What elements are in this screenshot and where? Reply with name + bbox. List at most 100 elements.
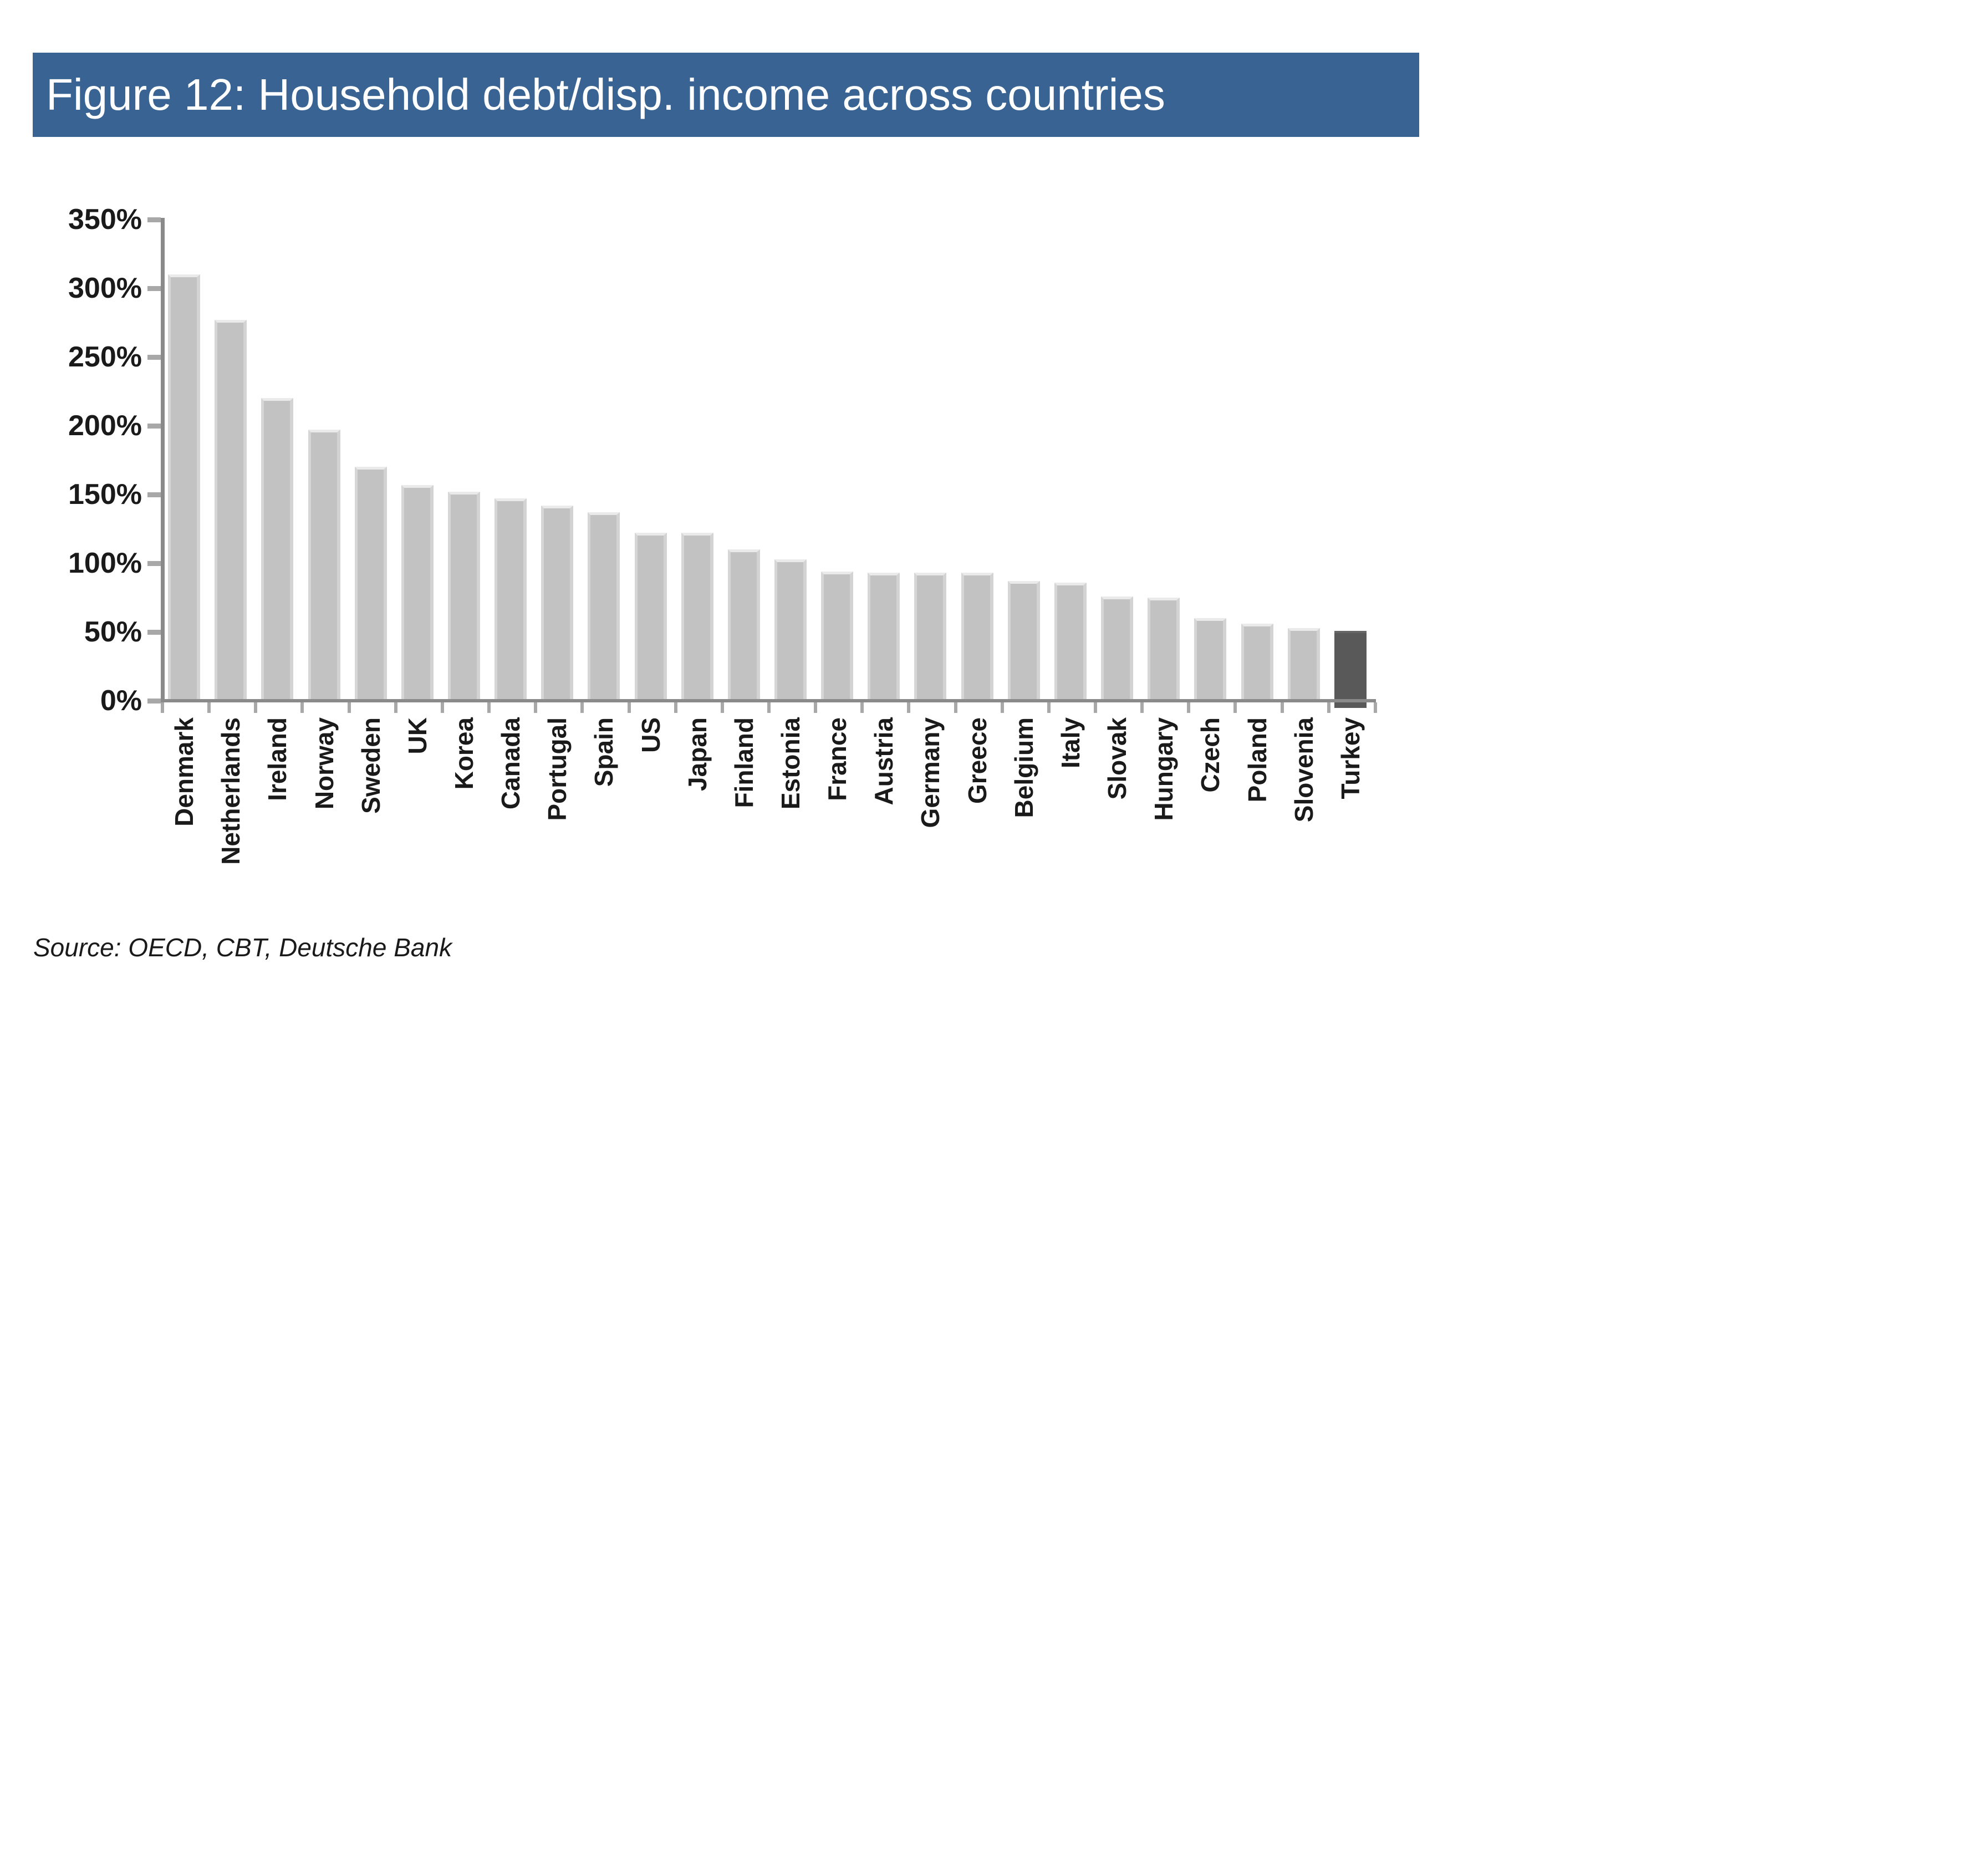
y-tick-label: 150% bbox=[68, 478, 142, 511]
x-tick-label: Norway bbox=[310, 717, 339, 810]
bar-austria bbox=[868, 573, 900, 702]
x-tick-label: Japan bbox=[683, 717, 712, 791]
bar-turkey bbox=[1334, 631, 1367, 708]
figure-title-bar: Figure 12: Household debt/disp. income a… bbox=[33, 53, 1419, 137]
x-tick-mark bbox=[580, 702, 584, 713]
bar-sweden bbox=[355, 467, 387, 702]
figure-title: Figure 12: Household debt/disp. income a… bbox=[46, 70, 1165, 119]
x-tick-label: UK bbox=[403, 717, 432, 755]
x-tick-label: Italy bbox=[1056, 717, 1085, 769]
x-tick-label: Ireland bbox=[263, 717, 292, 801]
x-tick-label: Czech bbox=[1196, 717, 1225, 793]
x-tick-mark bbox=[767, 702, 771, 713]
bar-norway bbox=[308, 430, 340, 702]
y-axis-line bbox=[161, 218, 165, 702]
x-tick-mark bbox=[907, 702, 910, 713]
x-tick-mark bbox=[254, 702, 257, 713]
x-tick-label: Turkey bbox=[1336, 717, 1365, 799]
x-tick-mark bbox=[1327, 702, 1330, 713]
x-tick-label: US bbox=[636, 717, 665, 753]
bar-ireland bbox=[261, 398, 293, 702]
x-tick-mark bbox=[161, 702, 164, 713]
x-tick-mark bbox=[814, 702, 817, 713]
y-tick-mark bbox=[147, 492, 161, 497]
bar-korea bbox=[448, 492, 480, 702]
x-tick-mark bbox=[1374, 702, 1377, 713]
x-tick-label: Netherlands bbox=[216, 717, 245, 865]
y-tick-label: 250% bbox=[68, 341, 142, 373]
x-tick-label: Denmark bbox=[170, 717, 198, 827]
y-tick-mark bbox=[147, 217, 161, 222]
x-tick-label: Portugal bbox=[543, 717, 572, 821]
bar-belgium bbox=[1008, 581, 1040, 702]
bar-poland bbox=[1241, 624, 1273, 702]
x-tick-label: Estonia bbox=[776, 717, 805, 810]
x-tick-mark bbox=[348, 702, 351, 713]
x-tick-label: Finland bbox=[730, 717, 758, 808]
x-tick-mark bbox=[860, 702, 864, 713]
x-tick-label: Belgium bbox=[1010, 717, 1038, 818]
x-tick-mark bbox=[1001, 702, 1004, 713]
x-tick-label: Germany bbox=[916, 717, 945, 828]
x-tick-mark bbox=[207, 702, 211, 713]
x-tick-label: Slovak bbox=[1103, 717, 1131, 800]
household-debt-bar-chart: 350% 300% 250% 200% 150% 100% 50% 0% Denmark Net… bbox=[0, 0, 1441, 942]
x-tick-mark bbox=[674, 702, 677, 713]
bar-hungary bbox=[1148, 598, 1180, 702]
x-tick-mark bbox=[628, 702, 631, 713]
bar-slovenia bbox=[1288, 628, 1320, 702]
x-tick-label: Sweden bbox=[356, 717, 385, 814]
x-tick-mark bbox=[300, 702, 304, 713]
bar-netherlands bbox=[215, 320, 247, 702]
y-tick-mark bbox=[147, 561, 161, 566]
bar-slovak bbox=[1101, 597, 1133, 702]
x-tick-label: Austria bbox=[869, 717, 898, 806]
x-tick-label: Korea bbox=[450, 717, 478, 790]
x-tick-mark bbox=[534, 702, 537, 713]
bar-canada bbox=[494, 498, 527, 702]
bar-france bbox=[821, 572, 853, 702]
bar-us bbox=[635, 533, 667, 702]
bar-portugal bbox=[541, 506, 573, 702]
y-tick-mark bbox=[147, 355, 161, 360]
x-tick-label: Canada bbox=[496, 717, 525, 810]
bar-finland bbox=[728, 549, 760, 702]
y-tick-label: 350% bbox=[68, 203, 142, 236]
x-tick-mark bbox=[1233, 702, 1237, 713]
x-tick-label: Hungary bbox=[1149, 717, 1178, 821]
x-tick-mark bbox=[954, 702, 957, 713]
x-tick-label: Spain bbox=[589, 717, 618, 787]
y-tick-label: 100% bbox=[68, 547, 142, 579]
bar-uk bbox=[401, 485, 434, 702]
y-tick-label: 50% bbox=[84, 616, 142, 648]
x-tick-mark bbox=[441, 702, 444, 713]
x-tick-mark bbox=[1140, 702, 1144, 713]
y-tick-label: 200% bbox=[68, 410, 142, 442]
y-tick-mark bbox=[147, 286, 161, 291]
y-tick-label: 300% bbox=[68, 272, 142, 304]
x-tick-mark bbox=[721, 702, 724, 713]
x-tick-mark bbox=[1094, 702, 1097, 713]
x-tick-mark bbox=[487, 702, 491, 713]
x-tick-label: Greece bbox=[963, 717, 992, 804]
bar-denmark bbox=[168, 274, 200, 702]
y-tick-mark bbox=[147, 630, 161, 635]
x-tick-mark bbox=[1281, 702, 1284, 713]
y-tick-label: 0% bbox=[100, 685, 142, 717]
bar-japan bbox=[681, 533, 713, 702]
bar-germany bbox=[914, 573, 946, 702]
bar-czech bbox=[1194, 618, 1226, 702]
y-tick-mark bbox=[147, 424, 161, 429]
x-tick-label: Slovenia bbox=[1289, 717, 1318, 823]
x-tick-label: Poland bbox=[1243, 717, 1272, 803]
source-note: Source: OECD, CBT, Deutsche Bank bbox=[33, 933, 452, 962]
bar-spain bbox=[588, 512, 620, 702]
y-tick-mark bbox=[147, 699, 161, 704]
bar-greece bbox=[961, 573, 993, 702]
x-tick-label: France bbox=[823, 717, 852, 801]
x-tick-mark bbox=[394, 702, 397, 713]
bar-estonia bbox=[774, 559, 807, 702]
x-tick-mark bbox=[1047, 702, 1051, 713]
bar-italy bbox=[1054, 583, 1087, 702]
